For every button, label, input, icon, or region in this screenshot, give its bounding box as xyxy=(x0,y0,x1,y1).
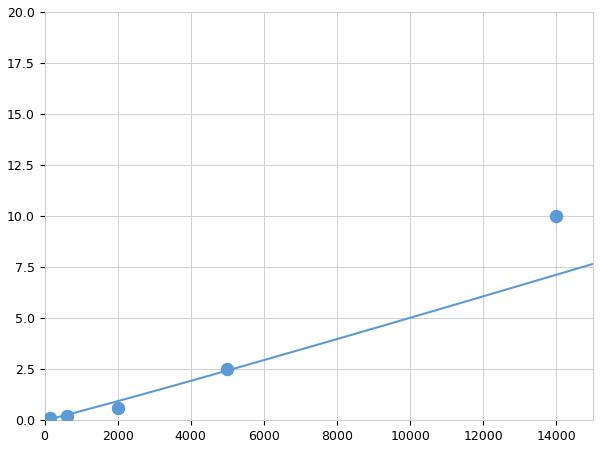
Point xyxy=(62,413,72,420)
Point xyxy=(223,366,232,373)
Point xyxy=(113,405,122,412)
Point xyxy=(46,415,55,422)
Point xyxy=(551,212,561,220)
